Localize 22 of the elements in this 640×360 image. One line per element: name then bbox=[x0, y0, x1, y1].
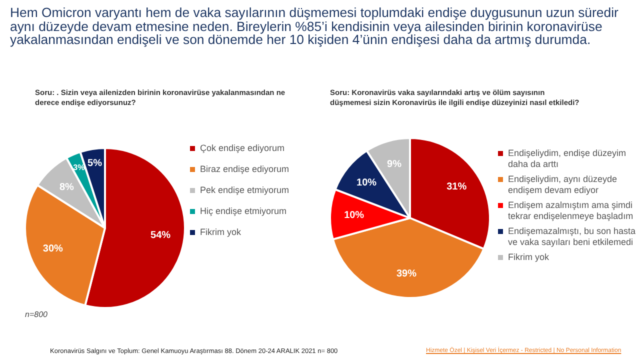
legend-label: Pek endişe etmiyorum bbox=[200, 185, 290, 196]
legend-label: Çok endişe ediyorum bbox=[200, 143, 285, 154]
data-label: 54% bbox=[150, 230, 171, 241]
legend-label: Endişeliydim, endişe düzeyim daha da arttı bbox=[508, 148, 628, 170]
legend-label: Endişemazalmıştı, bu son hasta ve vaka sayıları beni etkilemedi bbox=[508, 226, 637, 248]
data-label: 10% bbox=[344, 210, 364, 222]
legend-label: Endişem azalmıştım ama şimdi tekrar endişelenmeye başladım bbox=[508, 200, 634, 222]
legend-label: Biraz endişe ediyorum bbox=[200, 164, 290, 175]
data-label: 10% bbox=[356, 177, 377, 188]
data-label: 8% bbox=[59, 182, 74, 193]
text: n=800 bbox=[25, 310, 48, 319]
legend-label: Fikrim yok bbox=[508, 252, 549, 263]
legend-label: Endişeliydim, aynı düzeyde endişem devam ediyor bbox=[508, 174, 618, 196]
legend-label: Fikrim yok bbox=[200, 227, 241, 238]
data-label: 9% bbox=[386, 159, 402, 170]
legend-label: Hiç endişe etmiyorum bbox=[200, 206, 287, 217]
data-label: 5% bbox=[88, 158, 102, 169]
data-label: 3% bbox=[73, 163, 85, 172]
data-label: 31% bbox=[446, 182, 467, 193]
data-label: 39% bbox=[396, 268, 417, 280]
chart-title: Hem Omicron varyantı hem de vaka sayılarının düşmemesi toplumdaki endişe duygusunun uzun süredir aynı düzeyde devam etmesine neden. Bireylerin %85’i kendisinin veya ailesinden birinin koronavirüse yakalanmasından endişeli ve son dönemde her 10 kişiden 4’ünin endişesi daha da artmış durumda. bbox=[10, 5, 620, 47]
data-label: 30% bbox=[42, 243, 64, 254]
